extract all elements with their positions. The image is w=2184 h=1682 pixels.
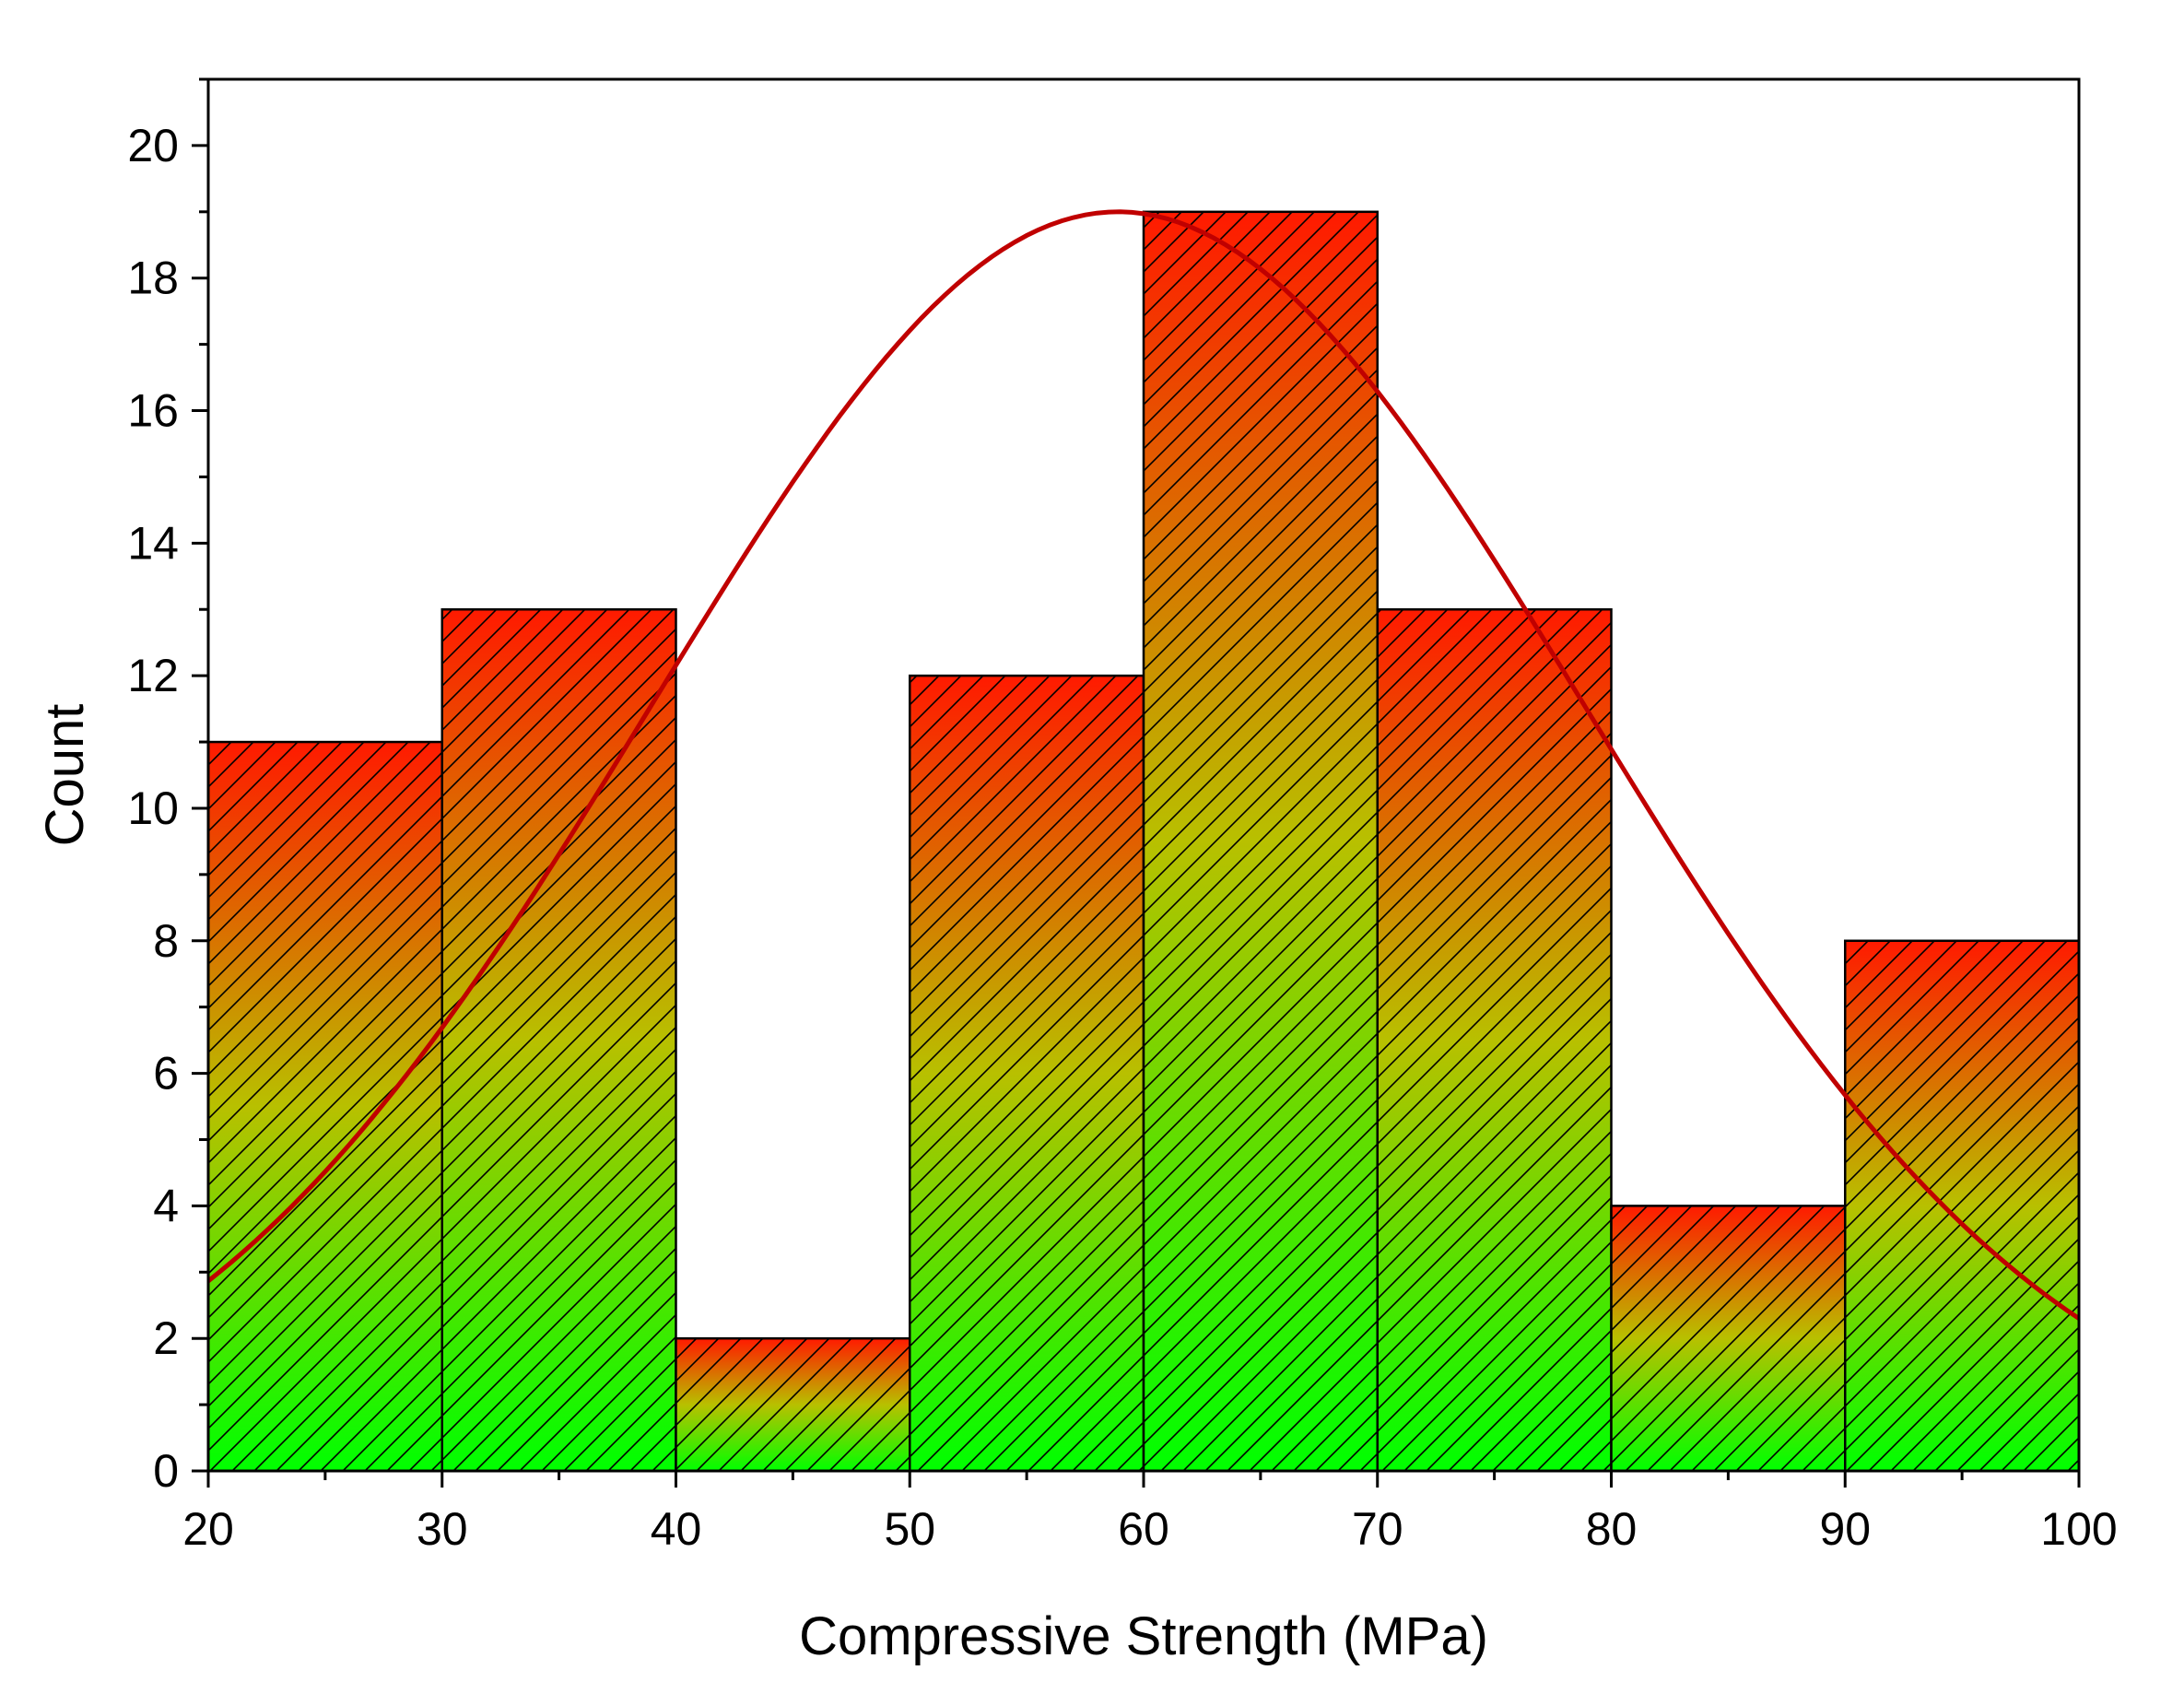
y-tick-label: 0 [153, 1445, 179, 1497]
y-tick-label: 8 [153, 915, 179, 967]
x-tick-label: 80 [1586, 1503, 1638, 1555]
bar-40-50 [675, 1336, 911, 1473]
y-axis-ticks: 0 2 4 6 8 10 12 14 16 18 20 [127, 77, 208, 1497]
x-axis-title: Compressive Strength (MPa) [799, 1606, 1488, 1666]
y-tick-label: 16 [127, 385, 179, 437]
y-tick-label: 12 [127, 650, 179, 701]
y-tick-label: 14 [127, 517, 179, 569]
x-tick-label: 100 [2040, 1503, 2117, 1555]
bar-90-100 [1844, 939, 2081, 1473]
y-tick-label: 6 [153, 1048, 179, 1100]
bar-hatch [675, 1338, 910, 1471]
x-tick-label: 20 [182, 1503, 234, 1555]
bar-hatch [1144, 211, 1378, 1471]
x-tick-label: 30 [417, 1503, 468, 1555]
bar-60-70 [1142, 210, 1379, 1473]
bar-hatch [1377, 609, 1612, 1471]
normal-fit-curve [206, 209, 2081, 1321]
y-tick-label: 18 [127, 253, 179, 304]
y-tick-label: 4 [153, 1180, 179, 1231]
x-axis-ticks: 20 30 40 50 60 70 80 90 100 [182, 1471, 2118, 1555]
bar-20-30 [206, 740, 443, 1473]
y-axis-title: Count [35, 704, 95, 847]
histogram-bars [206, 210, 2081, 1473]
y-tick-label: 20 [127, 120, 179, 171]
bar-hatch [1845, 940, 2079, 1471]
bar-hatch [1611, 1206, 1846, 1471]
bar-hatch [441, 609, 676, 1471]
bar-50-60 [909, 674, 1145, 1473]
bar-hatch [910, 676, 1144, 1471]
x-tick-label: 60 [1118, 1503, 1169, 1555]
bar-70-80 [1376, 607, 1613, 1473]
fit-curve-layer [206, 209, 2081, 1321]
y-tick-label: 10 [127, 782, 179, 834]
bar-80-90 [1610, 1205, 1847, 1473]
y-tick-label: 2 [153, 1312, 179, 1364]
bar-30-40 [440, 607, 677, 1473]
x-tick-label: 70 [1352, 1503, 1403, 1555]
x-tick-label: 50 [884, 1503, 935, 1555]
bar-hatch [208, 742, 442, 1471]
x-tick-label: 90 [1819, 1503, 1871, 1555]
x-tick-label: 40 [651, 1503, 702, 1555]
